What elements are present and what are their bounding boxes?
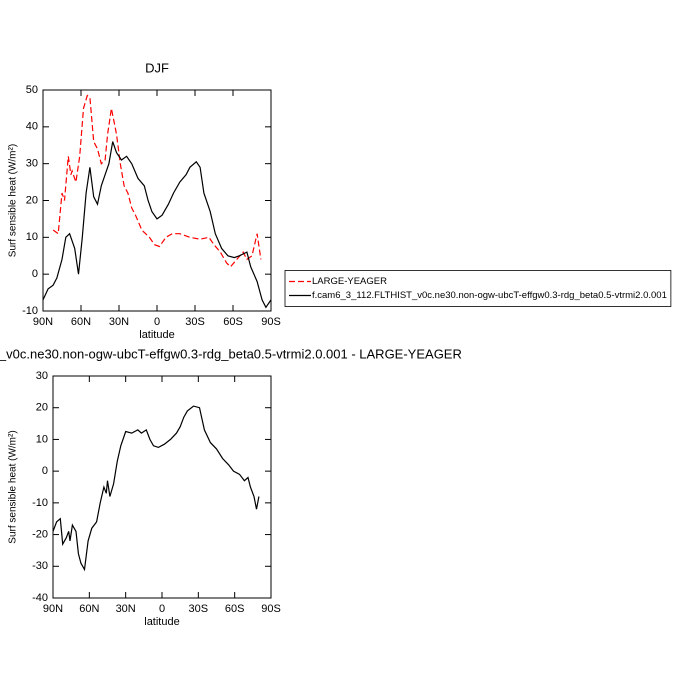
y-tick-label: -10 [22,305,38,317]
y-tick-label: -10 [32,497,48,509]
x-axis-label: latitude [139,329,174,341]
x-tick-label: 90S [261,603,281,615]
y-tick-label: -40 [32,592,48,604]
y-tick-label: 30 [26,158,38,170]
x-tick-label: 60S [225,603,245,615]
x-tick-label: 60N [79,603,99,615]
y-tick-label: 40 [26,121,38,133]
y-axis-label: Surf sensible heat (W/m²) [8,144,19,257]
x-tick-label: 30S [185,316,205,328]
legend-label: LARGE-YEAGER [312,276,387,287]
x-tick-label: 60S [223,316,243,328]
y-tick-label: 20 [36,402,48,414]
x-tick-label: 30N [109,316,129,328]
y-tick-label: 0 [42,465,48,477]
series-line [52,94,262,268]
x-tick-label: 30N [116,603,136,615]
series-line [42,141,272,309]
chart-title: f.cam6_3_112.FLTHIST_v0c.ne30.non-ogw-ub… [0,346,462,361]
y-tick-label: 0 [32,268,38,280]
chart-title: DJF [145,60,169,75]
y-tick-label: 20 [26,194,38,206]
series-line [52,405,260,572]
y-tick-label: -30 [32,560,48,572]
x-axis-label: latitude [144,616,179,628]
x-tick-label: 90N [33,316,53,328]
x-tick-label: 90N [43,603,63,615]
y-tick-label: 10 [26,231,38,243]
x-tick-label: 0 [159,603,165,615]
legend-frame [284,270,672,307]
y-tick-label: 50 [26,84,38,96]
y-tick-label: 30 [36,370,48,382]
x-tick-label: 60N [71,316,91,328]
x-tick-label: 90S [261,316,281,328]
x-tick-label: 30S [189,603,209,615]
y-tick-label: -20 [32,528,48,540]
y-tick-label: 10 [36,433,48,445]
plot-frame [42,89,272,312]
y-axis-label: Surf sensible heat (W/m²) [8,430,19,543]
x-tick-label: 0 [154,316,160,328]
legend-label: f.cam6_3_112.FLTHIST_v0c.ne30.non-ogw-ub… [312,290,667,301]
